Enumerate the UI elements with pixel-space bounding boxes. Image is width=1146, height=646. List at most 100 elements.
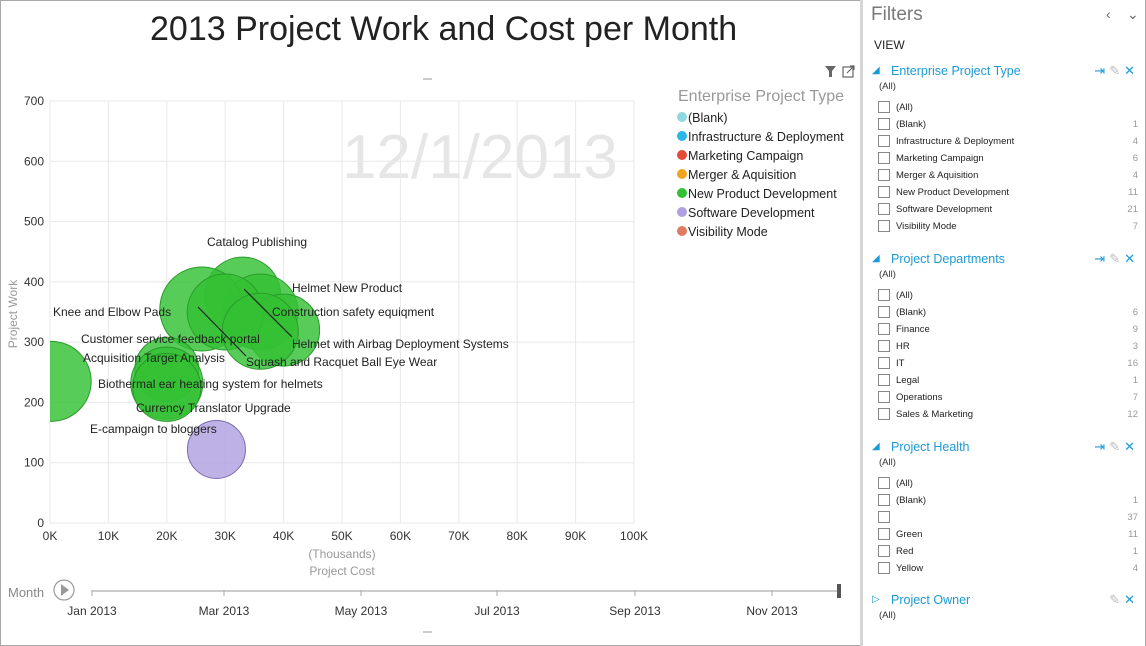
checkbox[interactable] — [878, 186, 890, 198]
bubble-point[interactable] — [186, 419, 246, 479]
filter-option-label: Marketing Campaign — [896, 153, 984, 164]
chevron-down-icon[interactable]: ⌄ — [1127, 6, 1139, 22]
filter-option[interactable]: Marketing Campaign 6 — [878, 151, 1138, 167]
filter-option-count: 4 — [1132, 170, 1138, 181]
bubble-label: E-campaign to bloggers — [90, 422, 217, 436]
legend-entry[interactable]: (Blank) — [688, 111, 728, 125]
popout-icon[interactable] — [842, 65, 855, 78]
checkbox[interactable] — [878, 152, 890, 164]
filter-option[interactable]: Yellow 4 — [878, 561, 1138, 577]
clear-filter-eraser-icon[interactable]: ✎ — [1109, 63, 1121, 78]
legend-entry[interactable]: Marketing Campaign — [688, 149, 803, 163]
checkbox[interactable] — [878, 391, 890, 403]
checkbox[interactable] — [878, 101, 890, 113]
filters-title: Filters — [871, 4, 923, 25]
legend-entry[interactable]: Infrastructure & Deployment — [688, 130, 844, 144]
collapse-triangle-icon[interactable]: ◢ — [872, 65, 880, 76]
clear-filter-eraser-icon[interactable]: ✎ — [1109, 592, 1121, 607]
x-tick-label: 0K — [43, 529, 58, 543]
filter-option[interactable]: 37 — [878, 510, 1138, 526]
checkbox[interactable] — [878, 203, 890, 215]
collapse-triangle-icon[interactable]: ◢ — [872, 253, 880, 264]
filter-option[interactable]: Sales & Marketing 12 — [878, 407, 1138, 423]
filter-option[interactable]: Software Development 21 — [878, 202, 1138, 218]
checkbox[interactable] — [878, 220, 890, 232]
legend-entry[interactable]: Software Development — [688, 206, 815, 220]
filter-option[interactable]: Infrastructure & Deployment 4 — [878, 134, 1138, 150]
filter-section-summary: (All) — [879, 81, 896, 92]
checkbox[interactable] — [878, 323, 890, 335]
bubble-point[interactable] — [11, 340, 92, 422]
delete-filter-close-icon[interactable]: ✕ — [1124, 439, 1135, 454]
checkbox[interactable] — [878, 289, 890, 301]
filter-section-header[interactable]: ◢ Project Departments ⇥ ✎ ✕ — [863, 251, 1145, 270]
advanced-filter-mode-icon[interactable]: ⇥ — [1094, 63, 1106, 78]
expand-triangle-icon[interactable]: ▷ — [872, 594, 880, 605]
filter-option[interactable]: New Product Development 11 — [878, 185, 1138, 201]
filter-section-title[interactable]: Project Health — [891, 440, 970, 454]
y-tick-label: 300 — [24, 335, 44, 349]
collapse-triangle-icon[interactable]: ◢ — [872, 441, 880, 452]
checkbox[interactable] — [878, 477, 890, 489]
filter-option[interactable]: Operations 7 — [878, 390, 1138, 406]
filter-option[interactable]: (Blank) 1 — [878, 117, 1138, 133]
filter-option[interactable]: (Blank) 6 — [878, 305, 1138, 321]
panel-divider[interactable] — [860, 0, 863, 646]
filter-option[interactable]: Merger & Aquisition 4 — [878, 168, 1138, 184]
delete-filter-close-icon[interactable]: ✕ — [1124, 592, 1135, 607]
advanced-filter-mode-icon[interactable]: ⇥ — [1094, 439, 1106, 454]
y-tick-label: 100 — [24, 456, 44, 470]
filter-option[interactable]: Finance 9 — [878, 322, 1138, 338]
filter-section-header[interactable]: ◢ Enterprise Project Type ⇥ ✎ ✕ — [863, 63, 1145, 82]
checkbox[interactable] — [878, 494, 890, 506]
filter-option[interactable]: (Blank) 1 — [878, 493, 1138, 509]
checkbox[interactable] — [878, 357, 890, 369]
checkbox[interactable] — [878, 562, 890, 574]
filter-section-summary: (All) — [879, 457, 896, 468]
delete-filter-close-icon[interactable]: ✕ — [1124, 63, 1135, 78]
checkbox[interactable] — [878, 528, 890, 540]
clear-filter-eraser-icon[interactable]: ✎ — [1109, 251, 1121, 266]
x-tick-label: 30K — [215, 529, 236, 543]
filter-option[interactable]: (All) — [878, 476, 1138, 492]
filter-section-icons: ⇥ ✎ ✕ — [1090, 439, 1135, 455]
filter-section-title[interactable]: Enterprise Project Type — [891, 64, 1021, 78]
filter-option[interactable]: Green 11 — [878, 527, 1138, 543]
delete-filter-close-icon[interactable]: ✕ — [1124, 251, 1135, 266]
checkbox[interactable] — [878, 340, 890, 352]
filter-option[interactable]: Legal 1 — [878, 373, 1138, 389]
filter-option[interactable]: (All) — [878, 100, 1138, 116]
filter-section-header[interactable]: ◢ Project Health ⇥ ✎ ✕ — [863, 439, 1145, 458]
filter-option[interactable]: Visibility Mode 7 — [878, 219, 1138, 235]
legend-entry[interactable]: New Product Development — [688, 187, 837, 201]
checkbox[interactable] — [878, 511, 890, 523]
clear-filter-eraser-icon[interactable]: ✎ — [1109, 439, 1121, 454]
checkbox[interactable] — [878, 135, 890, 147]
filter-section-title[interactable]: Project Owner — [891, 593, 971, 607]
bubble-point[interactable] — [132, 352, 202, 422]
play-axis-slider-thumb[interactable] — [837, 584, 841, 598]
checkbox[interactable] — [878, 545, 890, 557]
filter-option[interactable]: HR 3 — [878, 339, 1138, 355]
filter-section-title[interactable]: Project Departments — [891, 252, 1005, 266]
checkbox[interactable] — [878, 306, 890, 318]
collapse-pane-icon[interactable]: ‹ — [1106, 6, 1111, 22]
filter-option[interactable]: IT 16 — [878, 356, 1138, 372]
filter-option[interactable]: (All) — [878, 288, 1138, 304]
legend-entry[interactable]: Merger & Aquisition — [688, 168, 796, 182]
filter-option-label: Finance — [896, 324, 930, 335]
filter-option[interactable]: Red 1 — [878, 544, 1138, 560]
filter-option-label: (Blank) — [896, 119, 927, 130]
filter-option-label: HR — [896, 341, 910, 352]
filter-icon[interactable] — [825, 66, 836, 77]
play-icon[interactable] — [61, 584, 69, 596]
filter-section-header[interactable]: ▷ Project Owner ✎ ✕ — [863, 592, 1145, 611]
advanced-filter-mode-icon[interactable]: ⇥ — [1094, 251, 1106, 266]
checkbox[interactable] — [878, 169, 890, 181]
filter-option-count: 6 — [1132, 153, 1138, 164]
checkbox[interactable] — [878, 408, 890, 420]
filter-section: ◢ Enterprise Project Type ⇥ ✎ ✕ (All) (All) (Bl… — [863, 63, 1145, 232]
checkbox[interactable] — [878, 374, 890, 386]
checkbox[interactable] — [878, 118, 890, 130]
legend-entry[interactable]: Visibility Mode — [688, 225, 768, 239]
